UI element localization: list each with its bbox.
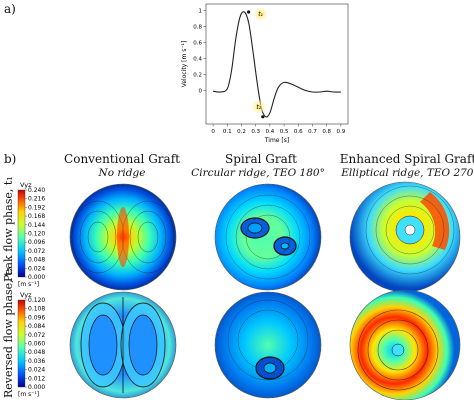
annotation-label-2: t₂ — [256, 104, 261, 111]
x-tick-label: 0.5 — [280, 129, 289, 135]
annotation-point-1 — [247, 10, 251, 14]
plot-frame — [205, 3, 349, 125]
colorbar-tick-label: 0.024 — [28, 367, 45, 374]
y-tick-label: 0.2 — [193, 72, 202, 78]
colorbar-tick-label: 0.084 — [28, 323, 45, 330]
colorbar-tick-label: 0.240 — [28, 187, 45, 194]
colorbar-tick-label: 0.216 — [28, 196, 45, 203]
contour-conventional-peak — [70, 184, 176, 290]
contour-spiral-reversed — [215, 292, 321, 398]
x-tick-label: 0.6 — [294, 129, 303, 135]
x-tick-label: 0.9 — [337, 129, 346, 135]
x-tick-label: 0 — [211, 129, 215, 135]
velocity-chart: 0 0.1 0.2 0.3 0.4 0.5 0.6 0.7 0.8 0.9 0 0.2 0.4 0.6 0.… — [181, 3, 349, 144]
x-tick-label: 0.3 — [251, 129, 260, 135]
colorbar-reversed-unit: [m s⁻¹] — [18, 391, 39, 398]
y-axis-label: Velocity [m s⁻¹] — [181, 41, 188, 88]
colorbar-tick-label: 0.096 — [28, 314, 45, 321]
column-subtitle-spiral: Circular ridge, TEO 180° — [191, 167, 325, 179]
x-tick-label: 0.1 — [223, 129, 232, 135]
panel-b-label: b) — [4, 152, 17, 166]
colorbar-tick-label: 0.060 — [28, 341, 45, 348]
colorbar-peak-title: Vyz — [20, 181, 32, 189]
x-tick-label: 0.8 — [322, 129, 331, 135]
colorbar-tick-label: 0.012 — [28, 375, 45, 382]
colorbar-tick-label: 0.072 — [28, 248, 45, 255]
column-title-enhanced: Enhanced Spiral Graft — [339, 152, 474, 166]
y-tick-label: 0.4 — [193, 56, 202, 62]
annotation-label-1: t₁ — [258, 11, 263, 18]
contour-conventional-reversed — [70, 292, 176, 398]
column-title-spiral: Spiral Graft — [224, 152, 298, 166]
y-tick-label: 1 — [199, 8, 203, 14]
y-tick-label: 0.6 — [193, 40, 202, 46]
column-title-conventional: Conventional Graft — [64, 152, 180, 166]
y-tick-label: 0 — [199, 88, 203, 94]
y-tick-label: 0.8 — [193, 24, 202, 30]
contour-enhanced-peak — [350, 182, 460, 292]
colorbar-tick-label: 0.192 — [28, 204, 45, 211]
row-label-reversed: Reversed flow phase, t₂ — [2, 266, 15, 398]
colorbar-peak-unit: [m s⁻¹] — [18, 281, 39, 288]
colorbar-tick-label: 0.000 — [28, 384, 45, 391]
annotation-point-2 — [261, 115, 265, 119]
colorbar-tick-label: 0.036 — [28, 358, 45, 365]
column-subtitle-conventional: No ridge — [98, 167, 146, 179]
panel-a-label: a) — [4, 2, 16, 16]
colorbar-tick-label: 0.108 — [28, 306, 45, 313]
colorbar-tick-label: 0.120 — [28, 297, 45, 304]
colorbar-tick-label: 0.048 — [28, 257, 45, 264]
contour-enhanced-reversed — [350, 290, 460, 400]
colorbar-tick-label: 0.048 — [28, 349, 45, 356]
colorbar-tick-label: 0.096 — [28, 239, 45, 246]
x-tick-label: 0.4 — [266, 129, 275, 135]
colorbar-tick-label: 0.072 — [28, 332, 45, 339]
annotation-marker-1 — [254, 7, 268, 21]
colorbar-tick-label: 0.168 — [28, 213, 45, 220]
colorbar-tick-label: 0.024 — [28, 265, 45, 272]
x-tick-label: 0.7 — [308, 129, 317, 135]
annotation-marker-2 — [252, 100, 266, 114]
column-subtitle-enhanced: Elliptical ridge, TEO 270° — [341, 167, 474, 179]
colorbar-tick-label: 0.000 — [28, 274, 45, 281]
colorbar-tick-label: 0.144 — [28, 222, 45, 229]
velocity-series-line — [213, 11, 341, 118]
contour-spiral-peak — [215, 184, 321, 290]
colorbar-tick-label: 0.120 — [28, 231, 45, 238]
colorbar-reversed-title: Vyz — [20, 291, 32, 299]
x-axis-label: Time [s] — [264, 137, 289, 144]
x-tick-label: 0.2 — [237, 129, 246, 135]
